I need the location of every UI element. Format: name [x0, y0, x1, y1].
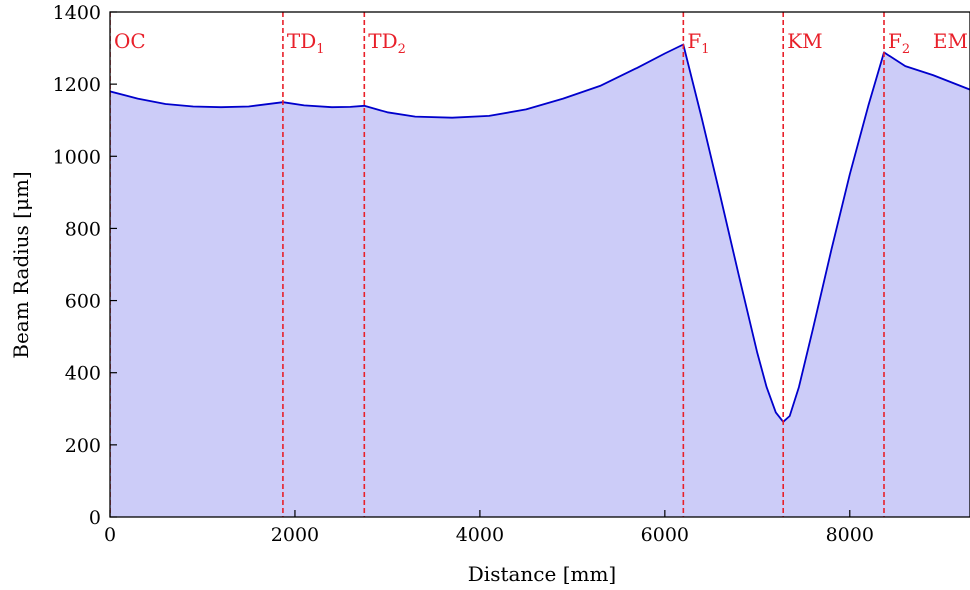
x-tick-label: 0	[104, 524, 116, 546]
y-tick-label: 600	[65, 291, 101, 313]
y-tick-label: 800	[65, 218, 101, 240]
x-axis-title: Distance [mm]	[468, 562, 616, 586]
marker-label-em: EM	[933, 29, 968, 53]
beam-radius-area	[110, 44, 970, 517]
marker-label-km: KM	[787, 29, 822, 53]
marker-label-td1: TD1	[287, 29, 325, 57]
marker-label-f2: F2	[888, 29, 910, 57]
marker-label-oc: OC	[114, 29, 146, 53]
x-tick-label: 4000	[456, 524, 504, 546]
y-tick-label: 1400	[53, 2, 101, 24]
y-tick-label: 200	[65, 435, 101, 457]
x-tick-label: 2000	[271, 524, 319, 546]
marker-label-f1: F1	[687, 29, 709, 57]
plot-frame	[109, 11, 970, 518]
y-tick-label: 1200	[53, 74, 101, 96]
y-tick-label: 0	[89, 507, 101, 529]
x-tick-label: 6000	[641, 524, 689, 546]
beam-radius-line	[110, 43, 970, 423]
y-tick-label: 400	[65, 363, 101, 385]
x-tick-label: 8000	[826, 524, 874, 546]
marker-label-td2: TD2	[368, 29, 406, 57]
y-tick-label: 1000	[53, 146, 101, 168]
y-axis-title: Beam Radius [μm]	[9, 171, 33, 359]
